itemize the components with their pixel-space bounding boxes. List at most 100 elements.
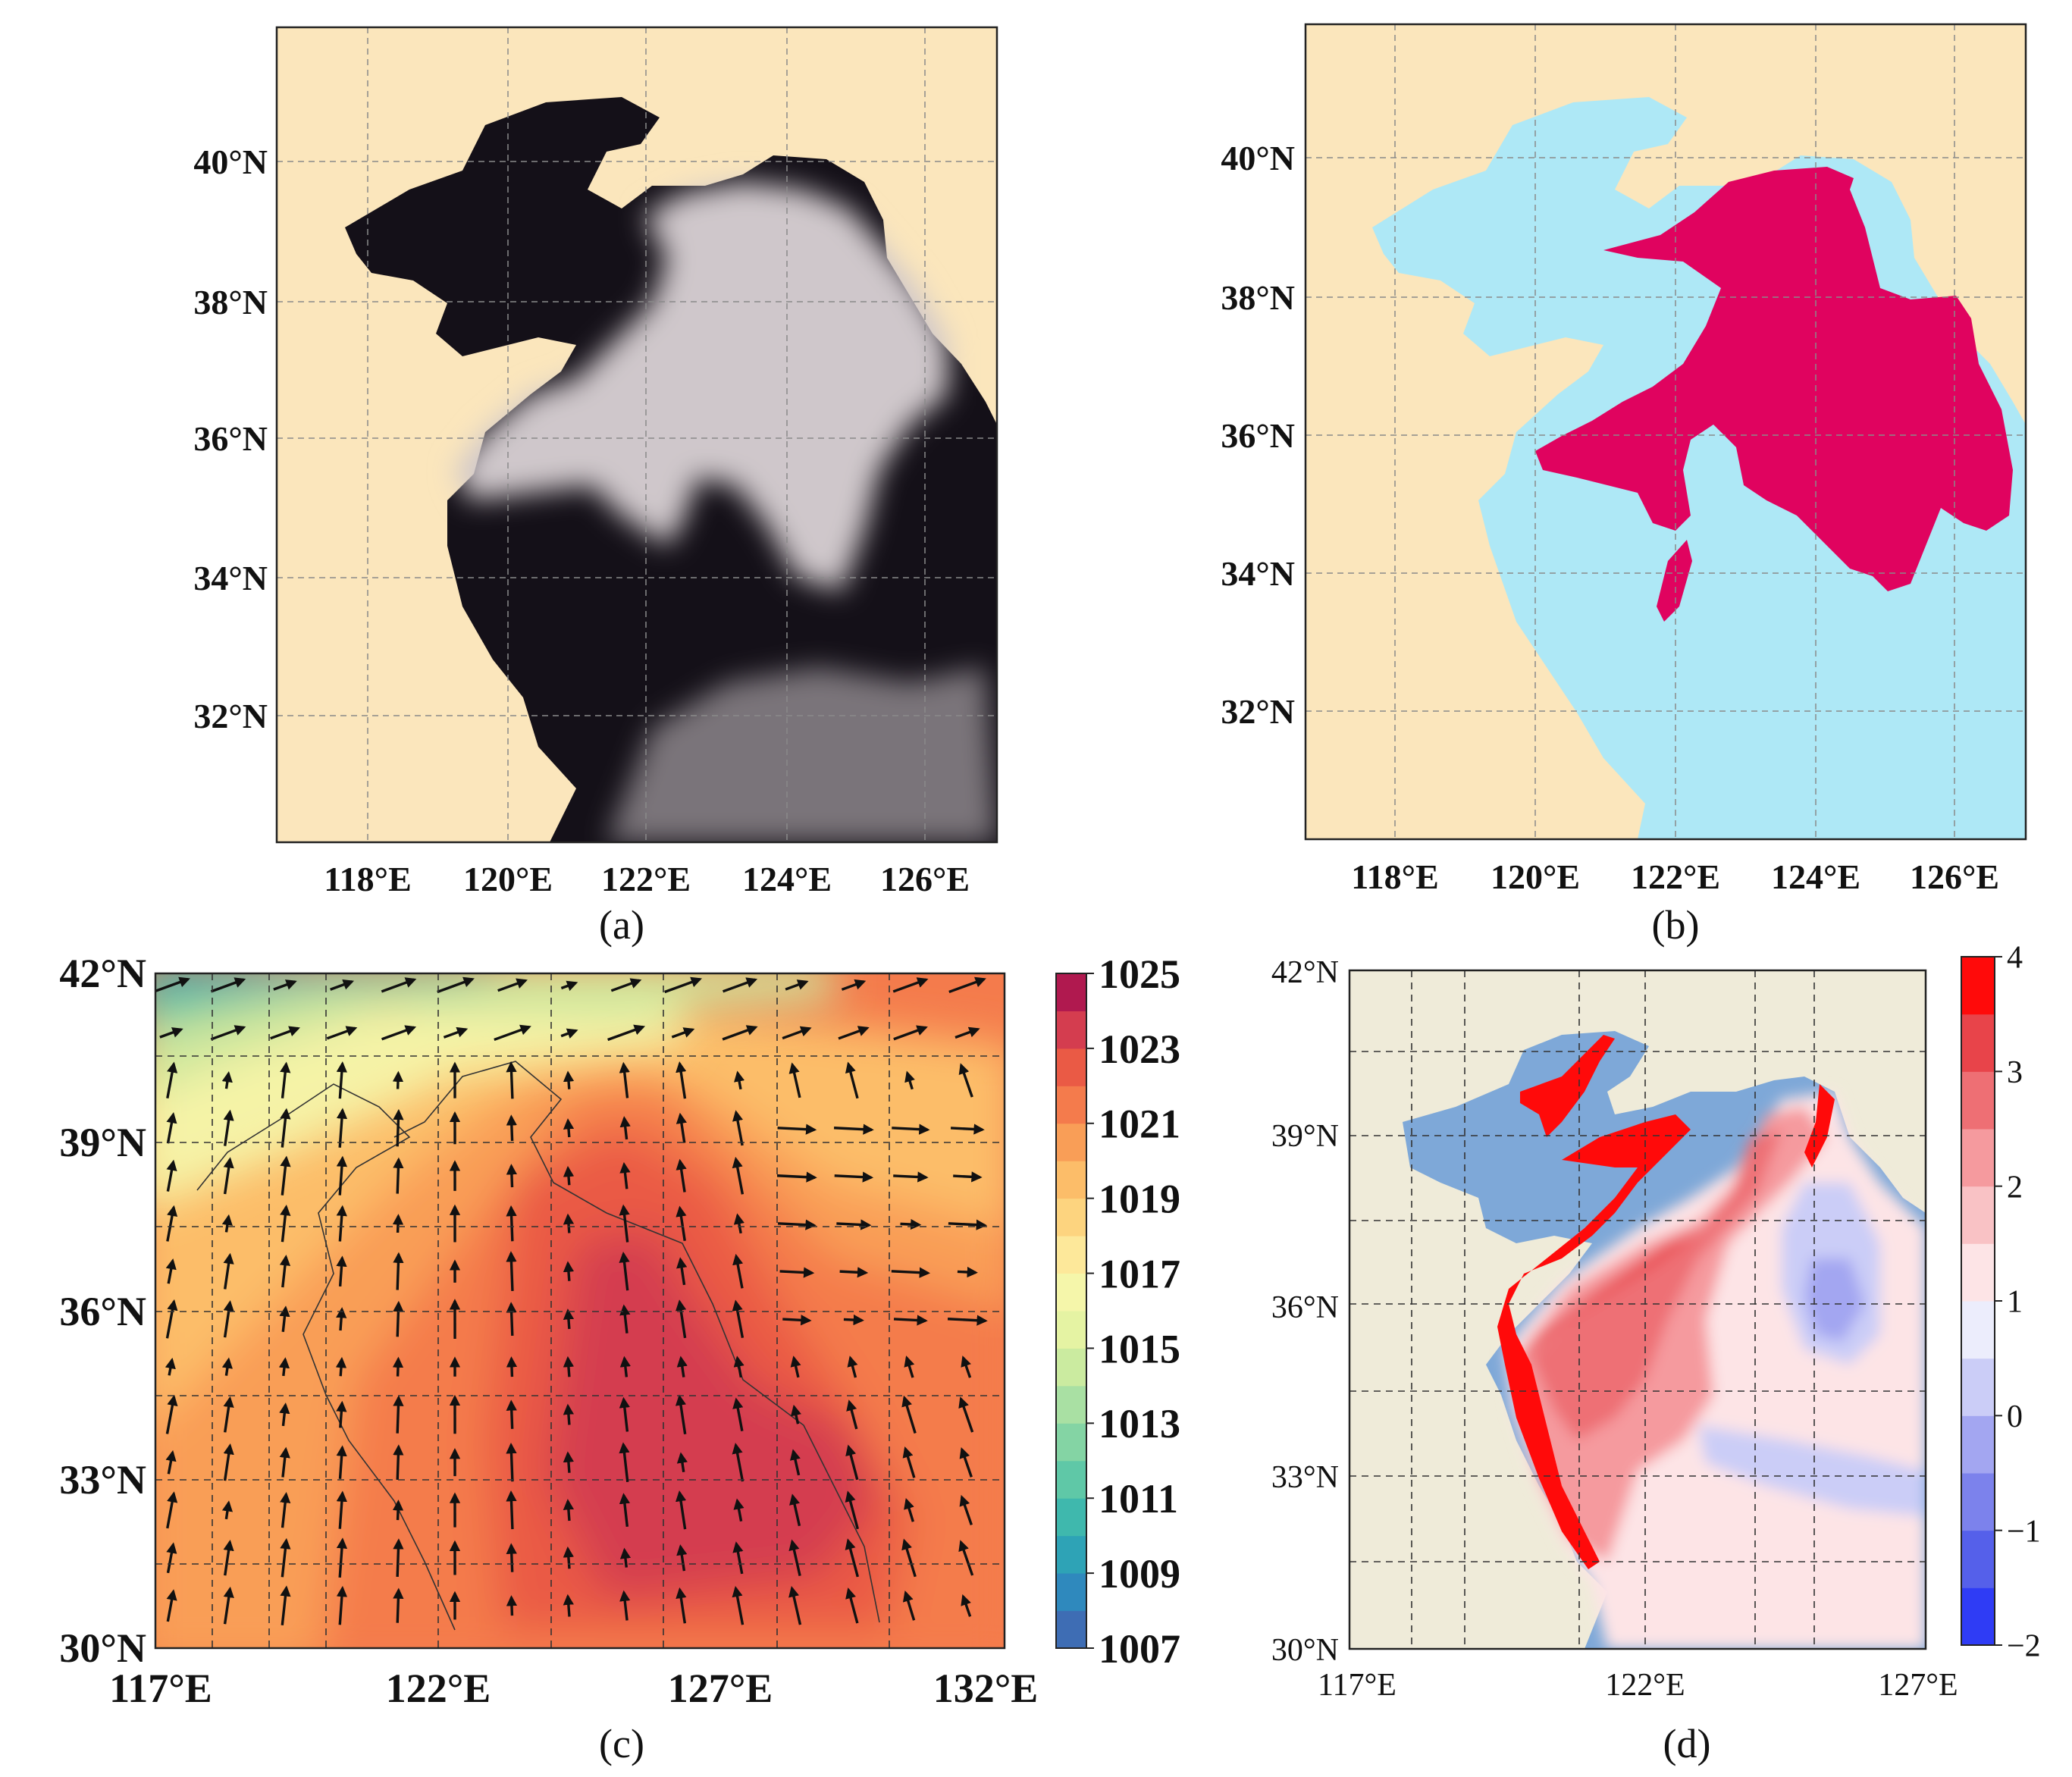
wind-vector: [280, 1537, 291, 1578]
wind-vector: [563, 1403, 575, 1425]
wind-vector: [676, 1587, 687, 1624]
wind-vector: [676, 1061, 687, 1099]
wind-vector: [841, 979, 867, 991]
wind-vector: [336, 1205, 347, 1242]
wind-vector: [560, 1028, 578, 1039]
wind-vector: [782, 1026, 812, 1040]
panel-d-lon-tick: 117°E: [1318, 1668, 1396, 1703]
panel-c-lon-tick: 127°E: [668, 1666, 773, 1711]
panel-a-lon-tick: 118°E: [324, 860, 412, 898]
wind-vector: [961, 1355, 972, 1378]
panel-d-lat-tick: 42°N: [1271, 955, 1339, 990]
wind-vector: [676, 1355, 688, 1377]
wind-vector: [847, 1355, 858, 1378]
wind-vector: [166, 1061, 178, 1098]
wind-vector: [165, 1449, 177, 1475]
colorbar-segment: [1056, 1610, 1086, 1649]
colorbar-segment: [1961, 1014, 1995, 1072]
panel-d-frame: [1348, 969, 1927, 1650]
colorbar-tick-label: 1021: [1099, 1102, 1180, 1147]
colorbar-segment: [1056, 1123, 1086, 1161]
colorbar-segment: [1056, 1460, 1086, 1499]
wind-vector: [159, 1027, 183, 1039]
panel-c-lat-tick: 33°N: [59, 1457, 146, 1503]
wind-vector: [506, 1356, 518, 1377]
wind-vector: [560, 980, 578, 992]
wind-vector: [335, 1356, 347, 1377]
wind-vector: [838, 1026, 870, 1040]
wind-vector: [902, 1590, 916, 1621]
wind-vector: [506, 1443, 517, 1482]
colorbar-segment: [1056, 1198, 1086, 1236]
wind-vector: [833, 1124, 874, 1135]
panel-b-lat-tick: 38°N: [1221, 278, 1295, 317]
panel-c-frame: [154, 972, 1006, 1650]
wind-vector: [393, 1587, 404, 1623]
colorbar-tick-label: 1019: [1099, 1177, 1180, 1222]
panel-b-lon-tick: 118°E: [1351, 857, 1439, 896]
wind-vector: [845, 1444, 859, 1481]
colorbar-segment: [1056, 1573, 1086, 1612]
wind-vector: [733, 1498, 744, 1522]
wind-vector: [776, 1171, 817, 1183]
wind-vector: [619, 1442, 630, 1483]
wind-vector: [959, 1494, 973, 1526]
panel-b-lat-tick: 32°N: [1221, 692, 1295, 731]
wind-vector: [223, 1252, 234, 1290]
panel-d-lat-tick: 33°N: [1271, 1460, 1339, 1495]
wind-vector: [958, 1540, 974, 1576]
colorbar-segment: [1961, 1186, 1995, 1244]
wind-vector: [393, 1444, 404, 1481]
panel-c-wind-vectors: [155, 976, 988, 1626]
wind-vector: [336, 1155, 348, 1196]
wind-vector: [619, 1355, 631, 1377]
wind-vector: [722, 1025, 758, 1041]
panel-b-lat-tick: 40°N: [1221, 139, 1295, 177]
wind-vector: [223, 1157, 234, 1195]
wind-vector: [789, 1449, 801, 1476]
wind-vector: [901, 1395, 917, 1434]
panel-c-colorbar-frame: [1055, 973, 1087, 1649]
wind-vector: [166, 1589, 177, 1622]
wind-vector: [155, 976, 190, 993]
panel-c-lon-tick: 132°E: [933, 1666, 1039, 1711]
wind-vector: [733, 1355, 744, 1378]
panel-c-lat-tick: 30°N: [59, 1625, 146, 1671]
wind-vector: [959, 1446, 973, 1478]
wind-vector: [279, 1446, 290, 1478]
wind-vector: [506, 1061, 517, 1099]
wind-vector: [223, 1109, 234, 1146]
wind-vector: [278, 1357, 290, 1377]
colorbar-segment: [1961, 957, 1995, 1015]
panel-c-pressure-contour: [155, 973, 834, 1092]
wind-vector: [393, 1395, 404, 1434]
wind-vector: [280, 1585, 291, 1626]
panel-c-gridlines: [155, 973, 1005, 1648]
colorbar-segment: [1056, 1535, 1086, 1574]
panel-c-coastline: [196, 1061, 880, 1631]
wind-vector: [619, 1204, 630, 1243]
wind-vector: [676, 1112, 687, 1143]
wind-vector: [732, 1541, 744, 1575]
wind-vector: [954, 1026, 980, 1039]
panel-a-gridlines: [277, 27, 997, 842]
panel-d-temperature-difference-map: 42°N 39°N 36°N 33°N 30°N 117°E 122°E 127…: [1271, 941, 2041, 1766]
panel-d-temperature-contour: [1804, 1258, 1865, 1342]
wind-vector: [563, 1594, 574, 1617]
wind-vector: [904, 1355, 915, 1378]
wind-vector: [732, 1156, 744, 1195]
colorbar-segment: [1056, 1048, 1086, 1086]
wind-vector: [494, 1024, 531, 1042]
colorbar-segment: [1961, 1530, 1995, 1588]
wind-vector: [280, 1492, 291, 1528]
wind-vector: [563, 1355, 575, 1377]
colorbar-tick-label: 1007: [1099, 1626, 1180, 1672]
colorbar-segment: [1961, 1071, 1995, 1130]
panel-d-temperature-contour: [1531, 1130, 1782, 1440]
wind-vector: [845, 1490, 859, 1530]
panel-c-caption: (c): [599, 1721, 644, 1766]
colorbar-tick-label: 1023: [1099, 1026, 1180, 1072]
panel-b-gridlines: [1306, 24, 2026, 839]
colorbar-segment: [1056, 1273, 1086, 1312]
colorbar-segment: [1056, 1161, 1086, 1199]
